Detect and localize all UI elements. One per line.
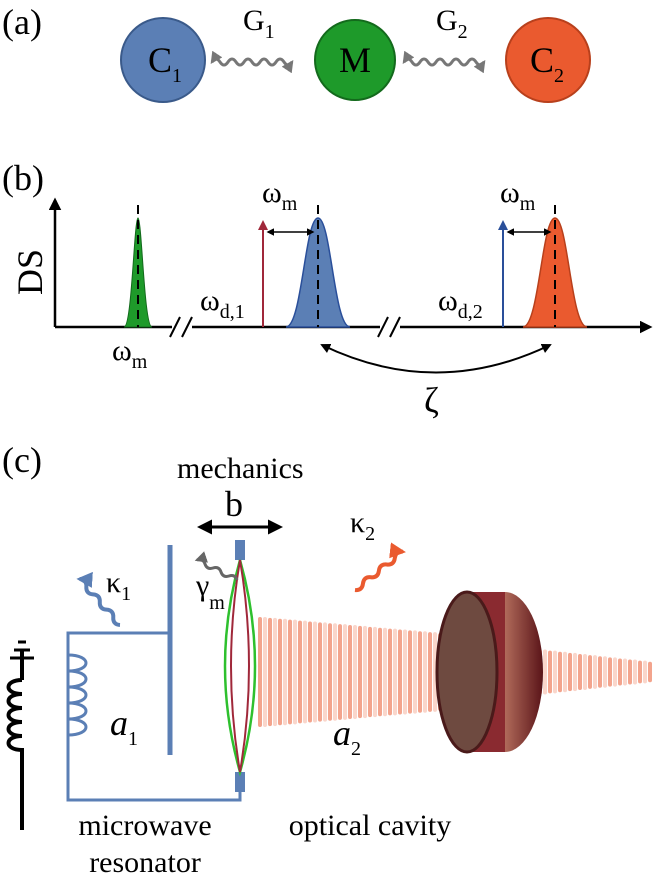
detuning-label: ωm — [262, 176, 298, 215]
beam-slice — [343, 624, 347, 720]
circuit-wire — [68, 633, 240, 800]
beam-slice — [628, 660, 632, 685]
beam-slice — [398, 630, 402, 715]
microwave-label: resonator — [89, 846, 201, 879]
beam-slice — [298, 621, 302, 724]
loss-label: κ2 — [350, 506, 375, 545]
beam-slice — [603, 656, 607, 688]
beam-slice — [598, 656, 602, 688]
beam-slice — [268, 618, 272, 726]
detuning-label: ωm — [500, 176, 536, 215]
mechanics-label: mechanics — [177, 452, 304, 485]
beam-slice — [308, 621, 312, 722]
beam-slice — [428, 632, 432, 712]
beam-slice — [403, 630, 407, 715]
beam-slice — [648, 662, 652, 682]
beam-slice — [423, 631, 427, 712]
beam-slice — [413, 630, 417, 713]
coupling-arrow — [212, 59, 292, 65]
beam-slice — [588, 655, 592, 689]
membrane-clamp — [235, 540, 245, 560]
beam-slice — [318, 622, 322, 721]
mode-label: b — [225, 484, 243, 524]
beam-slice — [543, 650, 547, 695]
membrane — [231, 560, 249, 772]
beam-slice — [593, 655, 597, 689]
figure: (a) C1 M C2 G1 G2 (b) DS ωm ωm ωd,1 ωd,2… — [0, 0, 653, 886]
beam-slice — [563, 652, 567, 692]
beam-slice — [333, 623, 337, 721]
beam-slice — [323, 622, 327, 721]
beam-slice — [388, 629, 392, 716]
beam-slice — [373, 627, 377, 717]
beam-slice — [393, 629, 397, 716]
beam-slice — [338, 624, 342, 720]
membrane — [225, 560, 255, 772]
node-label: M — [339, 40, 371, 80]
loss-label: γm — [195, 569, 225, 614]
loss-label: κ1 — [106, 566, 131, 605]
freq-label: ωm — [112, 334, 148, 373]
panel-label: (c) — [2, 440, 42, 480]
beam-slice — [383, 628, 387, 717]
beam-slice — [558, 652, 562, 692]
coupling-arrow — [404, 59, 484, 65]
panel-label: (b) — [2, 158, 44, 198]
beam-slice — [578, 654, 582, 690]
beam-slice — [643, 661, 647, 684]
beam-slice — [633, 660, 637, 685]
optical-label: optical cavity — [289, 809, 451, 842]
beam-slice — [573, 653, 577, 691]
beam-slice — [353, 625, 357, 719]
beam-slice — [278, 619, 282, 725]
beam-slice — [618, 658, 622, 685]
microwave-label: microwave — [78, 809, 211, 842]
beam-slice — [408, 630, 412, 713]
beam-slice — [358, 626, 362, 718]
beam-slice — [613, 657, 617, 686]
mirror-face — [437, 592, 497, 752]
beam-slice — [363, 626, 367, 718]
drive-label: ωd,1 — [200, 284, 245, 323]
beam-slice — [258, 617, 262, 727]
beam-slice — [328, 623, 332, 721]
mode-label: a1 — [110, 703, 138, 750]
link-label: ζ — [424, 380, 439, 420]
beam-slice — [553, 651, 557, 694]
beam-slice — [418, 631, 422, 712]
panel-label: (a) — [2, 2, 42, 42]
beam-slice — [568, 653, 572, 691]
beam-slice — [303, 621, 307, 724]
beam-slice — [608, 657, 612, 686]
beam-slice — [583, 654, 587, 690]
mode-label: a2 — [333, 713, 361, 760]
beam-slice — [283, 619, 287, 725]
beam-slice — [638, 661, 642, 684]
beam-slice — [348, 625, 352, 719]
loss-kappa2 — [355, 544, 403, 598]
beam-slice — [288, 620, 292, 725]
inductor — [68, 655, 86, 735]
drive-label: ωd,2 — [438, 284, 483, 323]
axis-label: DS — [10, 249, 50, 295]
beam-slice — [263, 617, 267, 727]
beam-slice — [273, 618, 277, 726]
beam-slice — [548, 651, 552, 694]
beam-slice — [368, 627, 372, 717]
beam-slice — [293, 620, 297, 725]
link-arrow — [322, 345, 550, 373]
coupling-label: G2 — [436, 4, 468, 43]
beam-slice — [623, 658, 627, 685]
coupling-label: G1 — [243, 4, 275, 43]
beam-slice — [378, 628, 382, 717]
beam-slice — [313, 621, 317, 722]
coil — [9, 650, 23, 830]
